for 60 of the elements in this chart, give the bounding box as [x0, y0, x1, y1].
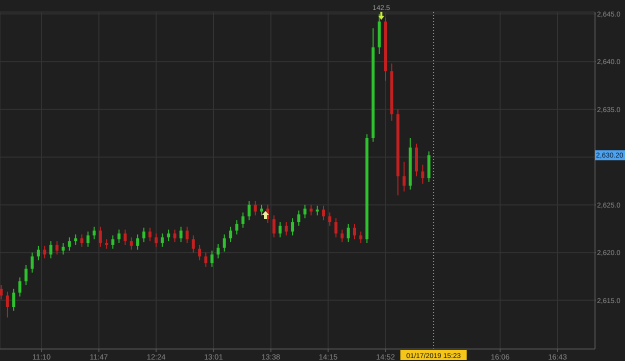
candlestick — [111, 234, 114, 250]
candlestick — [222, 234, 226, 252]
candlestick — [148, 227, 152, 242]
candlestick — [229, 226, 232, 243]
candlestick — [167, 229, 170, 242]
candlestick — [36, 245, 40, 261]
candlestick — [18, 276, 22, 297]
candlestick — [235, 220, 238, 235]
candlestick — [346, 223, 350, 243]
candlestick — [316, 205, 319, 216]
candlestick — [421, 164, 424, 184]
candlestick — [260, 204, 264, 216]
candlestick — [68, 236, 71, 252]
candlestick — [192, 234, 195, 254]
candlestick — [160, 232, 164, 248]
candlestick — [415, 143, 418, 177]
candlestick — [284, 222, 288, 236]
candlestick — [272, 214, 276, 238]
candlestick — [130, 236, 133, 250]
candlestick — [310, 204, 313, 216]
candlestick — [402, 161, 406, 192]
candlestick — [340, 229, 344, 243]
candlestick — [92, 226, 96, 240]
candlestick — [6, 291, 9, 318]
candlestick — [334, 218, 338, 238]
candlestick — [297, 210, 300, 226]
candlestick — [86, 231, 90, 248]
candlestick — [80, 234, 84, 248]
candlestick — [98, 226, 102, 248]
candlestick — [248, 200, 251, 221]
candlestick — [278, 222, 282, 238]
candlestick — [154, 232, 158, 248]
candlestick — [353, 223, 356, 240]
candlestick — [136, 234, 140, 250]
candlestick — [186, 226, 189, 244]
candlestick — [124, 229, 127, 246]
candlestick — [204, 252, 208, 268]
candlestick — [328, 212, 332, 226]
candlestick — [210, 250, 214, 268]
candlestick — [173, 229, 176, 243]
candlestick — [105, 238, 108, 250]
candlestick — [241, 212, 244, 228]
candlestick — [427, 150, 430, 182]
candlestick — [43, 245, 46, 259]
candlestick — [198, 244, 202, 261]
candlestick — [291, 218, 294, 236]
candlestick — [30, 252, 34, 274]
candlestick — [118, 229, 120, 244]
candlestick — [359, 231, 362, 244]
candlestick — [49, 240, 52, 259]
candlestick — [62, 242, 65, 255]
candlestick — [179, 226, 182, 243]
candlestick — [322, 205, 326, 221]
candlestick — [303, 204, 306, 219]
candlestick — [12, 288, 16, 312]
candlestick — [142, 227, 146, 243]
candlestick — [56, 240, 59, 255]
candlestick — [24, 264, 28, 286]
candlestick — [216, 243, 220, 259]
candlestick — [254, 200, 257, 216]
